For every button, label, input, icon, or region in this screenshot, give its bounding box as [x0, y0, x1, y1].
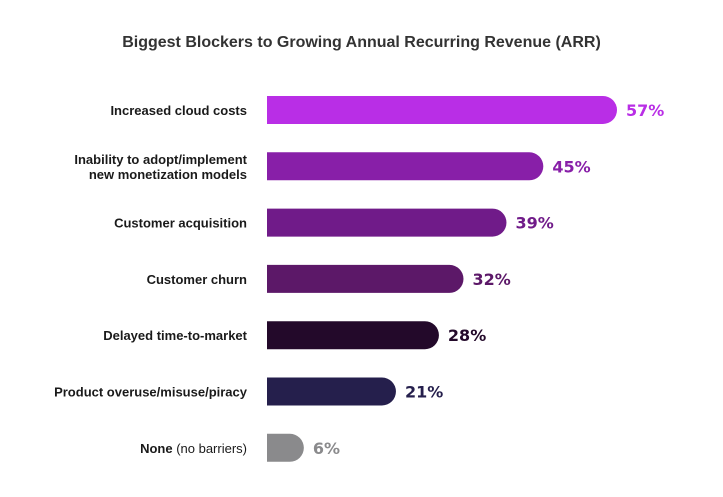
- category-label: Inability to adopt/implement: [74, 152, 247, 167]
- value-label: 45%: [552, 157, 590, 176]
- value-label: 6%: [313, 439, 340, 458]
- bar: [267, 96, 617, 124]
- value-label: 57%: [626, 101, 664, 120]
- value-label: 21%: [405, 383, 443, 402]
- category-label: Customer acquisition: [114, 216, 247, 231]
- category-label: Delayed time-to-market: [103, 328, 247, 343]
- bar: [267, 264, 464, 293]
- value-label: 32%: [472, 270, 510, 289]
- value-label: 28%: [448, 326, 486, 345]
- chart-title: Biggest Blockers to Growing Annual Recur…: [122, 34, 601, 51]
- bar: [267, 208, 507, 237]
- category-label: Customer churn: [147, 272, 247, 287]
- bar: [267, 152, 544, 181]
- category-label: Increased cloud costs: [110, 103, 247, 118]
- bar: [267, 321, 439, 350]
- category-label: new monetization models: [89, 167, 247, 182]
- value-label: 39%: [515, 214, 553, 233]
- category-label: Product overuse/misuse/piracy: [54, 385, 248, 400]
- bar: [267, 377, 396, 406]
- bar: [267, 433, 304, 462]
- category-label: None (no barriers): [140, 441, 247, 456]
- category-note: (no barriers): [173, 441, 247, 456]
